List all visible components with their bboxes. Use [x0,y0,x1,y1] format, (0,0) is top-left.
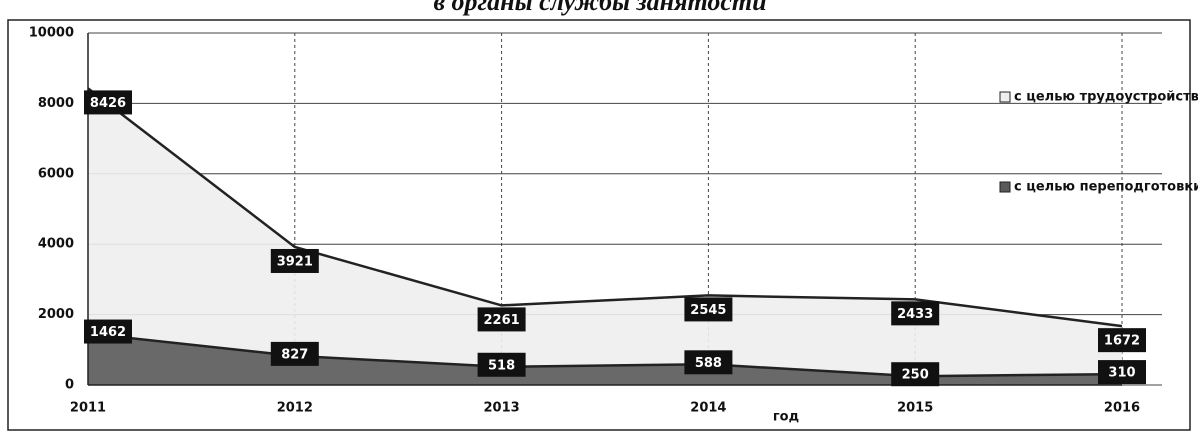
value-label-text: 2545 [690,303,726,318]
y-tick-label: 8000 [38,96,74,111]
legend-label: с целью трудоустройства [1014,90,1198,105]
x-tick-label: 2012 [277,401,313,416]
value-label: 250 [891,362,940,387]
chart-frame [7,19,1191,431]
value-label: 2545 [684,297,733,322]
legend-swatch [999,181,1011,193]
value-label-box [1098,328,1146,353]
value-label-text: 827 [281,347,308,362]
value-label: 1672 [1098,328,1146,353]
value-label-box [477,352,526,377]
value-label: 8426 [84,90,132,115]
area [88,88,1122,386]
x-tick-label: 2014 [690,401,726,416]
value-label: 827 [270,341,319,366]
value-label-text: 1462 [90,325,126,340]
area-line [87,87,1123,328]
value-label-text: 518 [488,358,515,373]
value-label-text: 1672 [1104,334,1140,349]
value-label-box [270,248,319,273]
value-label-text: 310 [1108,366,1135,381]
value-label: 2433 [891,301,940,326]
y-tick-label: 4000 [38,237,74,252]
value-label-text: 250 [902,368,929,383]
value-label-box [84,90,132,115]
value-label: 1462 [84,319,132,344]
value-label-box [270,341,319,366]
value-label: 3921 [270,248,319,273]
value-label-box [684,297,733,322]
value-label-box [1098,360,1146,385]
x-tick-label: 2016 [1104,401,1140,416]
value-label: 588 [684,350,733,375]
value-label-box [477,307,526,332]
x-tick-label: 2015 [897,401,933,416]
y-tick-label: 6000 [38,166,74,181]
value-label-text: 588 [695,356,722,371]
value-label: 2261 [477,307,526,332]
value-label-text: 2261 [484,313,520,328]
x-axis-label: год [773,410,799,425]
value-label-box [84,319,132,344]
value-label-box [684,350,733,375]
value-label-text: 2433 [897,307,933,322]
y-tick-label: 2000 [38,307,74,322]
value-label: 310 [1098,360,1146,385]
value-label: 518 [477,352,526,377]
value-label-box [891,301,940,326]
area [88,333,1122,385]
value-label-text: 3921 [277,254,313,269]
value-label-box [891,362,940,387]
chart-title: в органы службы занятости [433,0,766,16]
legend-swatch [999,91,1011,103]
x-tick-label: 2011 [70,401,106,416]
value-label-text: 8426 [90,96,126,111]
y-tick-label: 10000 [29,26,74,41]
legend-label: с целью переподготовки [1014,180,1198,195]
area-line [87,332,1123,378]
y-tick-label: 0 [65,378,74,393]
x-tick-label: 2013 [484,401,520,416]
